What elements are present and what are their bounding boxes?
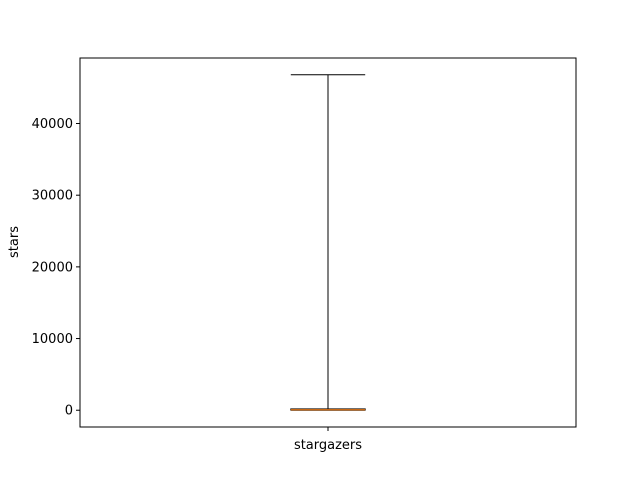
y-tick-label: 10000 bbox=[32, 332, 73, 347]
plot-area bbox=[290, 74, 366, 411]
y-tick-label: 0 bbox=[65, 404, 73, 419]
x-axis: stargazers bbox=[294, 427, 362, 453]
y-axis-label: stars bbox=[7, 226, 22, 258]
y-tick-label: 30000 bbox=[32, 189, 73, 204]
y-axis: 0 10000 20000 30000 40000 bbox=[32, 117, 80, 419]
x-tick-label: stargazers bbox=[294, 438, 362, 453]
y-tick-label: 20000 bbox=[32, 260, 73, 275]
y-tick-label: 40000 bbox=[32, 117, 73, 132]
